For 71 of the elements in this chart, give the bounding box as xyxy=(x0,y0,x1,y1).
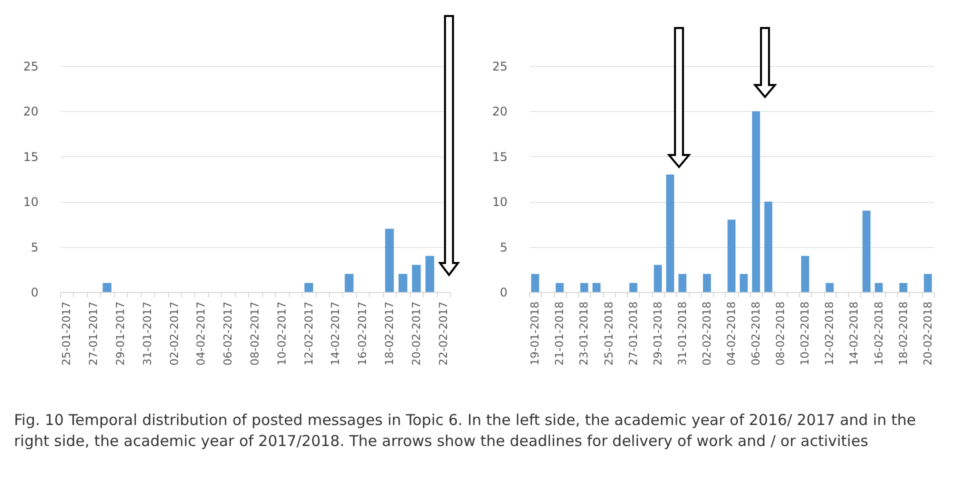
x-tick-label: 19-01-2018 xyxy=(528,302,542,366)
x-tick-label: 10-02-2017 xyxy=(275,302,288,366)
x-tick-label: 27-01-2017 xyxy=(87,302,100,366)
y-tick-label: 0 xyxy=(30,286,38,300)
bar xyxy=(556,282,564,292)
bar xyxy=(702,274,711,292)
x-tick-label: 29-01-2018 xyxy=(651,302,664,366)
x-tick-label: 06-02-2017 xyxy=(222,302,235,366)
x-tick-label: 21-01-2018 xyxy=(553,302,566,366)
bar xyxy=(102,282,112,292)
bar xyxy=(740,274,748,292)
x-tick-label: 06-02-2018 xyxy=(750,302,763,366)
bar xyxy=(304,282,314,292)
bar xyxy=(592,282,600,292)
x-tick-label: 14-02-2018 xyxy=(848,302,861,366)
x-tick-label: 02-02-2018 xyxy=(700,302,714,366)
y-tick-label: 10 xyxy=(492,195,508,210)
x-tick-label: 20-02-2018 xyxy=(921,302,934,366)
x-tick-label: 20-02-2017 xyxy=(410,302,423,366)
bar xyxy=(344,274,354,292)
bar xyxy=(425,256,434,292)
x-tick-label: 31-01-2018 xyxy=(676,302,689,366)
y-tick-label: 5 xyxy=(30,240,38,254)
x-tick-label: 04-02-2017 xyxy=(194,302,208,366)
bar xyxy=(728,220,736,292)
x-tick-label: 31-01-2017 xyxy=(140,302,154,366)
bar xyxy=(531,274,540,292)
x-tick-label: 23-01-2018 xyxy=(578,302,591,366)
x-tick-label: 10-02-2018 xyxy=(798,302,812,366)
bar xyxy=(398,274,408,292)
x-tick-label: 25-01-2018 xyxy=(602,302,616,366)
y-tick-label: 0 xyxy=(500,286,508,300)
bar xyxy=(385,228,394,292)
x-tick-label: 08-02-2018 xyxy=(774,302,788,366)
y-tick-label: 20 xyxy=(492,104,508,119)
x-tick-label: 12-02-2017 xyxy=(302,302,316,366)
bar xyxy=(412,264,421,292)
x-tick-label: 27-01-2018 xyxy=(626,302,640,366)
x-tick-label: 18-02-2017 xyxy=(382,302,396,366)
x-tick-label: 22-02-2017 xyxy=(436,302,450,366)
y-tick-label: 15 xyxy=(23,150,38,164)
bar xyxy=(764,202,772,292)
bar xyxy=(826,282,834,292)
x-tick-label: 29-01-2017 xyxy=(114,302,128,366)
bar xyxy=(678,274,686,292)
y-tick-label: 15 xyxy=(492,150,508,164)
x-tick-label: 25-01-2017 xyxy=(60,302,74,366)
bar xyxy=(924,274,932,292)
bar xyxy=(666,174,674,292)
x-tick-label: 12-02-2018 xyxy=(823,302,836,366)
x-tick-label: 16-02-2018 xyxy=(872,302,886,366)
x-tick-label: 16-02-2017 xyxy=(356,302,370,366)
y-tick-label: 10 xyxy=(23,195,38,210)
caption: Fig. 10 Temporal distribution of posted messages in Topic 6. In the left side, the academic year of 2016/ 2017 and in the right side, the academic year of 2017/2018. The arrows show the deadlines for delivery of work and / or activities xyxy=(14,410,917,452)
bar xyxy=(801,256,810,292)
bar xyxy=(752,111,760,292)
x-tick-label: 04-02-2018 xyxy=(725,302,738,366)
y-tick-label: 25 xyxy=(492,60,508,74)
bar xyxy=(629,282,638,292)
x-tick-label: 14-02-2017 xyxy=(329,302,342,366)
bar xyxy=(899,282,908,292)
x-tick-label: 08-02-2017 xyxy=(248,302,262,366)
y-tick-label: 5 xyxy=(500,240,508,254)
bar xyxy=(862,210,870,292)
y-tick-label: 25 xyxy=(23,60,38,74)
x-tick-label: 02-02-2017 xyxy=(168,302,181,366)
bar xyxy=(654,264,662,292)
x-tick-label: 18-02-2018 xyxy=(896,302,910,366)
bar xyxy=(874,282,883,292)
bar xyxy=(580,282,588,292)
y-tick-label: 20 xyxy=(23,104,38,119)
